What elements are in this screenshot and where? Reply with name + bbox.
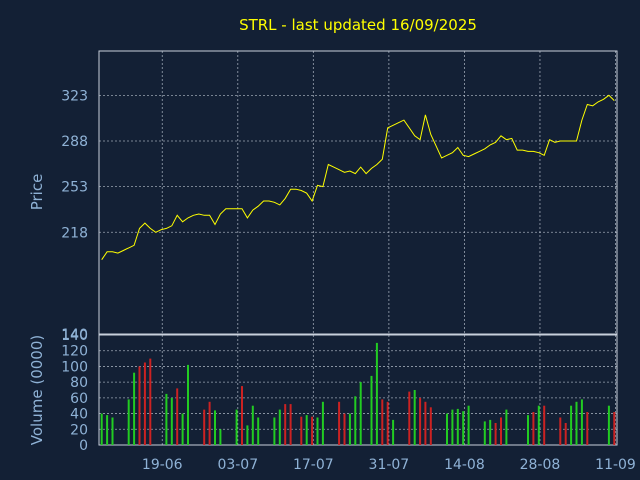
volume-bar [187,364,189,445]
volume-bar [246,425,249,445]
volume-bar [570,405,573,445]
volume-bar [375,342,378,445]
volume-tick-label: 40 [70,407,88,423]
volume-bar [338,401,341,445]
volume-bar [316,417,319,445]
date-tick-label: 14-08 [444,457,485,473]
volume-bar [527,415,529,445]
volume-tick-label: 140 [61,328,88,344]
volume-bar [381,399,384,445]
volume-bar [106,415,109,445]
volume-bar [489,419,492,445]
date-tick-label: 11-09 [595,457,636,473]
price-tick-label: 288 [61,134,88,150]
date-tick-label: 17-07 [293,457,334,473]
volume-bar [289,404,292,445]
volume-bar [429,407,432,445]
volume-bar [607,405,610,445]
price-panel-frame [98,50,618,335]
volume-bar [127,399,130,445]
volume-bar [446,413,448,445]
volume-tick-label: 100 [61,359,88,375]
volume-bar [537,405,540,445]
volume-bar [456,408,459,445]
volume-bar [241,386,243,445]
volume-tick-label: 20 [70,422,88,438]
volume-bar [251,405,254,445]
volume-bar [354,396,357,445]
volume-bar [559,417,562,445]
volume-bar [359,382,362,445]
volume-tick-label: 120 [61,344,88,360]
date-tick-label: 28-08 [520,457,561,473]
date-tick-label: 31-07 [369,457,410,473]
volume-bar [235,409,238,445]
volume-bar [483,421,486,445]
volume-bar [505,409,508,445]
price-tick-label: 140 [61,327,88,343]
volume-bar [424,401,427,445]
volume-bar [133,372,136,445]
volume-bar [580,399,583,445]
volume-tick-label: 60 [70,391,88,407]
price-tick-label: 218 [61,225,88,241]
volume-bar [219,429,222,445]
date-tick-label: 19-06 [142,457,183,473]
volume-bar [575,401,578,445]
volume-bar [370,375,373,445]
volume-bar [543,405,546,445]
volume-bar [214,410,216,445]
volume-bar [343,413,346,445]
volume-bar [613,412,616,445]
volume-bar [149,358,152,445]
volume-bar [451,409,454,445]
volume-bar [321,401,324,445]
date-tick-label: 03-07 [217,457,258,473]
volume-bar [305,415,308,445]
volume-bar [386,401,389,445]
volume-bar [500,417,502,445]
price-tick-label: 323 [61,88,88,104]
volume-tick-label: 0 [79,438,88,454]
volume-bar [532,412,535,445]
volume-bar [176,388,179,445]
volume-bar [257,417,260,445]
volume-bar [462,411,465,445]
volume-bar [311,416,314,445]
volume-bar [170,397,173,445]
volume-bar [278,409,281,445]
chart-title: STRL - last updated 16/09/2025 [239,16,477,34]
volume-bar [208,401,211,445]
volume-tick-label: 80 [70,375,88,391]
volume-bar [143,362,146,445]
volume-bar [392,419,395,445]
volume-axis-label: Volume (0000) [28,335,46,445]
volume-bar [273,417,276,445]
volume-bar [413,390,416,445]
volume-bar [300,416,303,445]
volume-bar [348,413,351,445]
volume-bar [586,412,589,445]
volume-bar [100,413,103,445]
volume-bar [408,391,411,445]
volume-bar [181,413,184,445]
volume-bar [111,417,114,445]
volume-bar [419,397,422,445]
volume-bar [494,423,497,445]
volume-bar [284,404,287,445]
price-axis-label: Price [28,174,46,211]
volume-panel-frame [98,334,618,446]
volume-bar [564,423,567,445]
price-tick-label: 253 [61,180,88,196]
volume-bar [138,366,141,445]
volume-bar [165,393,168,445]
volume-bar [467,405,470,445]
volume-bar [203,409,206,445]
price-series-line [101,94,615,260]
